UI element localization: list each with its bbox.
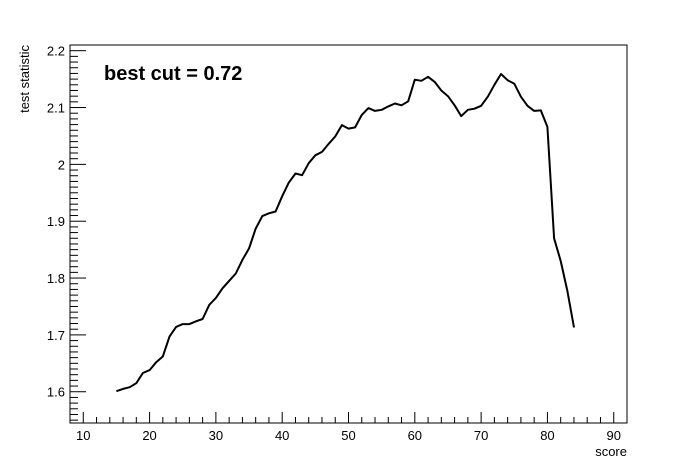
x-tick-label: 70 [474,428,488,443]
x-tick-label: 10 [76,428,90,443]
x-tick-label: 80 [540,428,554,443]
y-tick-label: 1.8 [47,271,65,286]
x-tick-label: 30 [209,428,223,443]
x-axis-title: score [595,444,627,459]
x-tick-label: 90 [607,428,621,443]
best-cut-annotation: best cut = 0.72 [104,63,242,85]
x-tick-label: 50 [341,428,355,443]
y-tick-label: 2.2 [47,44,65,59]
x-axis: 10 20 30 40 50 60 70 80 90 [69,412,628,443]
y-tick-label: 1.7 [47,328,65,343]
y-axis: 1.6 1.7 1.8 1.9 2 2.1 2.2 [47,44,86,421]
x-tick-label: 60 [408,428,422,443]
series-group [116,73,575,393]
x-tick-label: 20 [142,428,156,443]
y-tick-label: 1.9 [47,214,65,229]
y-tick-label: 2 [58,157,65,172]
series-line [116,73,575,393]
x-tick-label: 40 [275,428,289,443]
y-axis-title: test statistic [17,45,32,113]
y-tick-label: 2.1 [47,101,65,116]
y-tick-label: 1.6 [47,385,65,400]
